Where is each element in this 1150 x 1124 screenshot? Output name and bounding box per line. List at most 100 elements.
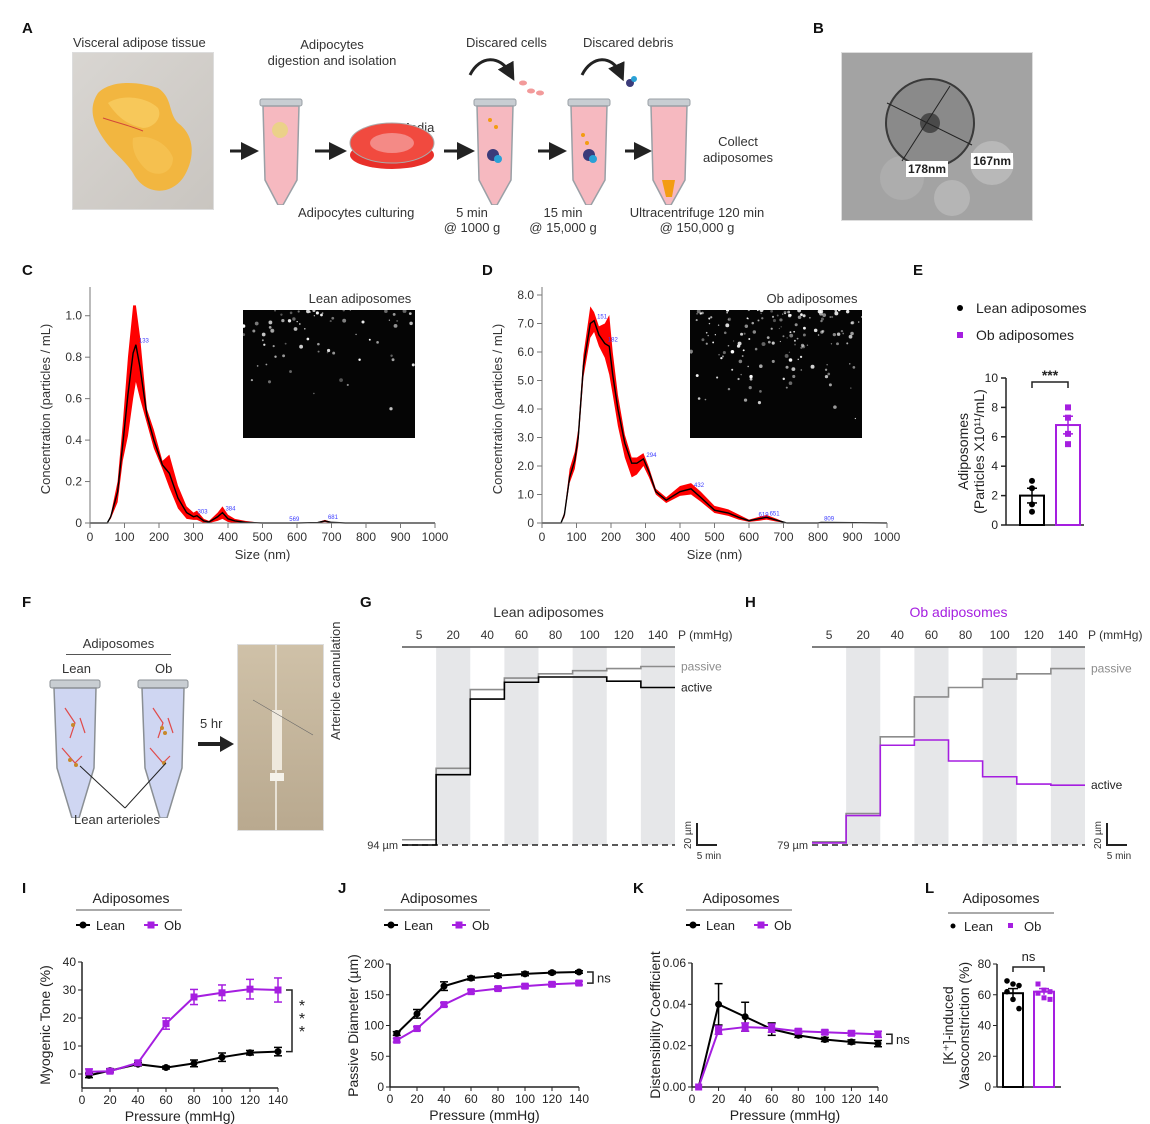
particle (793, 330, 796, 333)
data-point (1035, 990, 1041, 996)
particle (704, 398, 707, 401)
data-point (440, 982, 448, 990)
particle (832, 333, 837, 337)
particle (270, 328, 275, 333)
panel-label-h: H (745, 594, 756, 611)
particle (730, 349, 735, 354)
significance-bracket (286, 989, 293, 1053)
particle (821, 329, 825, 333)
particle (789, 333, 794, 338)
particle (708, 322, 711, 325)
bar-ob (1055, 424, 1081, 526)
trace-title: Ob adiposomes (909, 604, 1007, 620)
data-point (274, 986, 282, 994)
y-tick-label: 0.8 (65, 350, 82, 364)
spin1-line1: 5 min (456, 205, 488, 220)
particle (820, 317, 824, 321)
incubation-time-label: 5 hr (200, 716, 223, 731)
trace-title: Lean adiposomes (493, 604, 604, 620)
x-tick-label: 400 (670, 530, 690, 544)
y-tick-label: 100 (364, 1019, 384, 1033)
y-tick-label: 0.00 (663, 1080, 687, 1094)
data-point (1029, 485, 1035, 492)
particle (707, 334, 709, 337)
particle (722, 351, 726, 355)
y-tick-label: 2.0 (517, 459, 534, 473)
particle (771, 315, 775, 318)
pressure-step-label: 100 (990, 628, 1010, 642)
particle (718, 353, 720, 356)
data-point (768, 1024, 776, 1032)
particle (782, 313, 784, 315)
particle (320, 313, 323, 317)
x-tick-label: 40 (437, 1092, 451, 1106)
scale-bar (1106, 823, 1127, 846)
data-point (494, 972, 502, 980)
pressure-unit-label: P (mmHg) (1088, 628, 1142, 642)
x-tick-label: 100 (815, 1092, 835, 1106)
particle (321, 312, 324, 314)
data-point (1041, 987, 1047, 993)
particle (349, 310, 352, 311)
particle (408, 312, 412, 316)
particle (827, 372, 831, 376)
panel-label-l: L (925, 880, 935, 897)
particle (784, 312, 786, 315)
particle (267, 380, 272, 384)
particle (317, 342, 320, 346)
data-point (847, 1029, 855, 1037)
data-point (741, 1023, 749, 1031)
particle (806, 344, 809, 346)
y-tick-label: 4.0 (517, 402, 534, 416)
chart-j-passive-diameter: Adiposomes Lean Ob 0 20 40 60 80 100 120 140 0 50 100… (345, 890, 611, 1123)
y-tick-label: 4 (991, 459, 998, 473)
particle (789, 331, 792, 334)
x-axis-title: Pressure (mmHg) (429, 1107, 539, 1123)
y-tick-label: 0 (984, 1080, 991, 1094)
particle (797, 315, 802, 320)
particle (292, 317, 296, 321)
data-point (821, 1028, 829, 1036)
data-point (715, 1000, 723, 1008)
y-axis-title-line2: (Particles X10¹¹/mL) (971, 389, 987, 513)
data-point (874, 1030, 882, 1038)
y-tick-label: 0 (69, 1067, 76, 1081)
particle (747, 317, 749, 320)
legend-label-ob: Ob (472, 918, 489, 933)
particle (813, 328, 818, 333)
panel-label-b: B (813, 20, 824, 37)
baseline-label: 94 µm (367, 840, 398, 852)
data-point (741, 1013, 749, 1021)
particle (289, 370, 292, 373)
particle (797, 310, 802, 313)
particle (787, 310, 791, 314)
particle (697, 397, 701, 400)
particle (797, 358, 799, 361)
particle (396, 319, 399, 322)
particle (289, 311, 293, 315)
particle (749, 377, 753, 381)
pressure-step-label: 80 (959, 628, 973, 642)
measurement-167: 167nm (971, 153, 1014, 169)
x-tick-label: 700 (321, 530, 341, 544)
panel-label-e: E (913, 262, 924, 279)
particle (779, 318, 783, 322)
trace-passive (402, 665, 675, 841)
y-tick-label: 40 (978, 1019, 992, 1033)
particle (331, 316, 335, 320)
peak-label: 809 (824, 516, 835, 522)
particle (705, 342, 708, 345)
legend-marker-ob (147, 921, 155, 929)
data-point (1010, 981, 1016, 987)
significance-bracket (1012, 966, 1045, 972)
collect-label: Collect adiposomes (698, 134, 778, 166)
pressure-unit-label: P (mmHg) (678, 628, 732, 642)
particle (788, 351, 791, 353)
y-axis-title: Passive Diameter (µm) (345, 954, 361, 1097)
particle (743, 332, 746, 335)
particle (252, 329, 256, 333)
particle (723, 331, 727, 335)
particle (793, 339, 796, 342)
x-tick-label: 80 (491, 1092, 505, 1106)
particle (744, 324, 749, 329)
